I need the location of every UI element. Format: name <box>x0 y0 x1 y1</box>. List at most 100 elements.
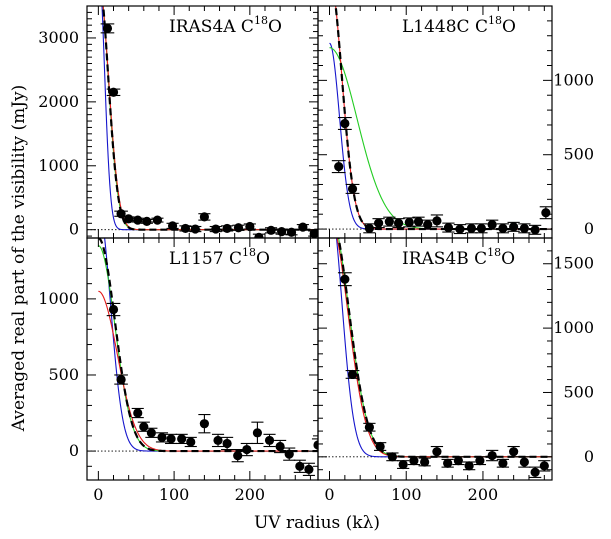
data-point <box>221 223 234 234</box>
data-point <box>275 227 288 237</box>
data-point <box>331 160 346 174</box>
data-point <box>251 421 264 445</box>
y-tick-label: 0 <box>584 219 594 238</box>
point-marker <box>222 438 232 449</box>
data-point <box>274 439 287 454</box>
data-point <box>166 221 179 231</box>
panel-title-tail: O <box>502 17 516 37</box>
model-curve-red <box>98 290 318 452</box>
data-point <box>184 436 197 448</box>
x-tick-label: 0 <box>324 485 334 504</box>
point-marker <box>177 434 187 444</box>
data-point <box>151 215 164 225</box>
data-point <box>221 436 234 451</box>
point-marker <box>199 419 209 429</box>
x-tick-label: 200 <box>468 485 499 504</box>
data-point <box>231 449 244 463</box>
data-point <box>453 224 467 235</box>
model-curve-black_dashed <box>98 238 318 453</box>
point-marker <box>498 458 508 468</box>
plot-area-bottom-right <box>318 238 552 478</box>
y-tick-label: 1000 <box>553 70 594 89</box>
data-point <box>263 433 276 448</box>
point-marker <box>266 225 276 235</box>
point-marker <box>404 217 414 227</box>
data-point <box>145 427 158 438</box>
data-point <box>337 272 352 287</box>
data-point <box>507 221 520 232</box>
point-marker <box>509 447 519 457</box>
point-marker <box>455 224 465 234</box>
point-marker <box>146 428 156 438</box>
data-point <box>345 369 360 380</box>
data-point <box>337 116 352 130</box>
data-point <box>252 232 265 238</box>
panel-top-left: 0 1000 2000 3000 IRAS4A C18O <box>38 5 319 239</box>
point-marker <box>211 224 221 234</box>
point-marker <box>152 215 163 225</box>
data-point <box>240 442 253 457</box>
point-marker <box>157 432 167 442</box>
data-point <box>179 223 192 234</box>
point-marker <box>420 457 430 467</box>
panel-title-sup: 18 <box>242 246 256 259</box>
data-point <box>296 222 309 232</box>
data-point <box>363 223 376 234</box>
data-point <box>106 87 121 97</box>
plot-area-top-left <box>87 6 318 238</box>
data-point <box>283 447 296 461</box>
point-marker <box>233 451 243 461</box>
data-point <box>232 223 245 233</box>
point-marker <box>190 224 200 234</box>
data-point <box>264 225 278 235</box>
point-marker <box>393 218 404 228</box>
point-marker <box>487 450 497 461</box>
data-point <box>383 216 396 227</box>
point-marker <box>277 227 287 237</box>
data-point <box>131 407 144 419</box>
point-marker <box>222 223 232 234</box>
point-marker <box>519 457 529 467</box>
point-marker <box>186 437 196 447</box>
point-marker <box>347 369 358 380</box>
point-marker <box>242 444 252 455</box>
point-marker <box>286 227 297 237</box>
y-tick-label: 1500 <box>553 254 594 273</box>
data-point <box>114 374 128 385</box>
data-point <box>137 421 150 432</box>
point-marker <box>541 208 551 218</box>
data-point <box>372 218 385 229</box>
y-tick-label: 0 <box>69 441 79 460</box>
point-marker <box>139 422 149 432</box>
point-marker <box>252 428 263 438</box>
panel-title-name: L1157 C <box>169 249 242 269</box>
point-marker <box>102 23 113 33</box>
point-marker <box>498 223 508 233</box>
point-marker <box>133 215 143 225</box>
point-marker <box>530 225 540 235</box>
point-marker <box>443 222 454 233</box>
data-point <box>430 445 444 458</box>
point-marker <box>116 374 126 385</box>
point-marker <box>475 456 485 466</box>
data-point <box>421 219 434 230</box>
data-point <box>345 183 360 194</box>
data-point <box>441 458 454 468</box>
point-marker <box>384 217 394 227</box>
data-point <box>463 461 476 471</box>
panel-frame <box>317 237 553 481</box>
data-point <box>175 433 188 445</box>
data-point <box>397 459 410 470</box>
plot-area-top-right <box>318 6 552 235</box>
data-point <box>302 462 315 476</box>
panel-title-tail: O <box>268 17 282 37</box>
x-tick-label: 0 <box>93 485 103 504</box>
panel-frame <box>317 5 553 239</box>
panel-title-sup: 18 <box>254 14 268 27</box>
point-marker <box>180 223 191 234</box>
x-tick-label: 200 <box>235 485 266 504</box>
data-point <box>473 456 487 466</box>
point-marker <box>108 304 119 315</box>
point-marker <box>124 214 134 224</box>
